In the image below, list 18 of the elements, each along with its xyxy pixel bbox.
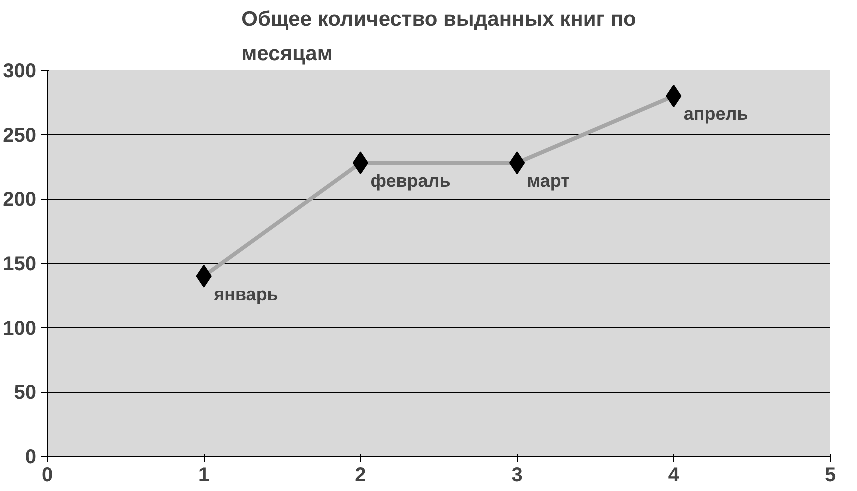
x-tick-label: 2 [355,464,366,486]
annotation: февраль [370,171,451,192]
x-tick-label: 5 [824,464,836,486]
y-tick-label: 200 [3,189,37,212]
x-tick-label: 3 [512,464,523,486]
chart-title: Общее количество выданных книг по месяцам [242,8,636,66]
y-tick-label: 300 [3,60,37,82]
annotation: апрель [684,104,748,124]
x-tick-label: 0 [42,464,54,486]
x-tick-label: 4 [668,464,680,486]
x-tick-label: 1 [198,464,210,486]
annotation: март [527,171,570,192]
y-tick-label: 50 [14,382,37,404]
annotation: январь [213,284,278,304]
y-tick-label: 0 [25,446,36,468]
y-tick-label: 150 [3,254,37,276]
y-tick-label: 250 [3,124,37,147]
y-tick-label: 100 [3,318,37,340]
